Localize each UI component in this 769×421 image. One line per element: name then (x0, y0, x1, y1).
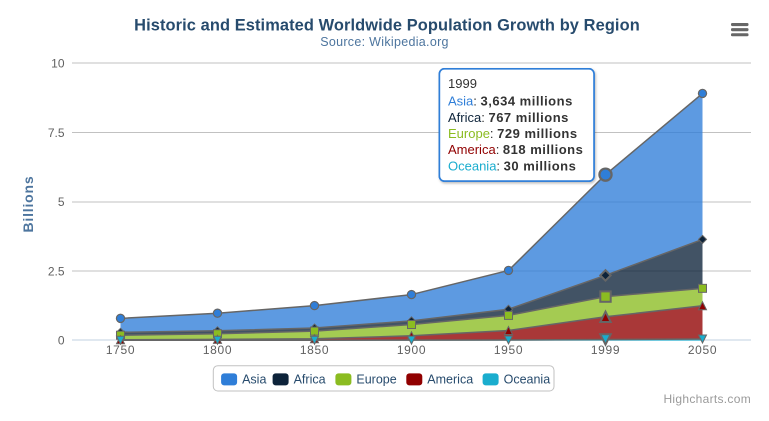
svg-text:1999: 1999 (591, 343, 620, 357)
svg-text:1850: 1850 (300, 343, 329, 357)
svg-text:Billions: Billions (20, 176, 36, 233)
svg-text:America: America (427, 373, 473, 387)
svg-text:Europe: 729 millions: Europe: 729 millions (448, 126, 578, 141)
svg-text:1800: 1800 (203, 343, 232, 357)
svg-text:10: 10 (51, 57, 65, 71)
svg-text:Oceania: Oceania (504, 373, 551, 387)
svg-text:Oceania: 30 millions: Oceania: 30 millions (448, 158, 576, 173)
svg-text:Africa: Africa (294, 373, 326, 387)
svg-text:Europe: Europe (356, 373, 396, 387)
svg-text:Source: Wikipedia.org: Source: Wikipedia.org (320, 35, 449, 49)
svg-text:Highcharts.com: Highcharts.com (663, 392, 751, 406)
svg-text:Historic and Estimated Worldwi: Historic and Estimated Worldwide Populat… (134, 17, 640, 35)
svg-text:2.5: 2.5 (48, 264, 65, 278)
svg-text:7.5: 7.5 (48, 126, 65, 140)
svg-text:1999: 1999 (448, 76, 477, 91)
svg-text:0: 0 (58, 334, 65, 348)
svg-text:Asia: 3,634 millions: Asia: 3,634 millions (448, 94, 573, 109)
svg-text:1750: 1750 (106, 343, 135, 357)
svg-text:1950: 1950 (494, 343, 523, 357)
svg-text:America: 818 millions: America: 818 millions (448, 142, 583, 157)
svg-text:5: 5 (58, 195, 65, 209)
svg-text:Asia: Asia (242, 373, 266, 387)
svg-text:Africa: 767 millions: Africa: 767 millions (448, 110, 569, 125)
svg-text:2050: 2050 (688, 343, 717, 357)
svg-text:1900: 1900 (397, 343, 426, 357)
